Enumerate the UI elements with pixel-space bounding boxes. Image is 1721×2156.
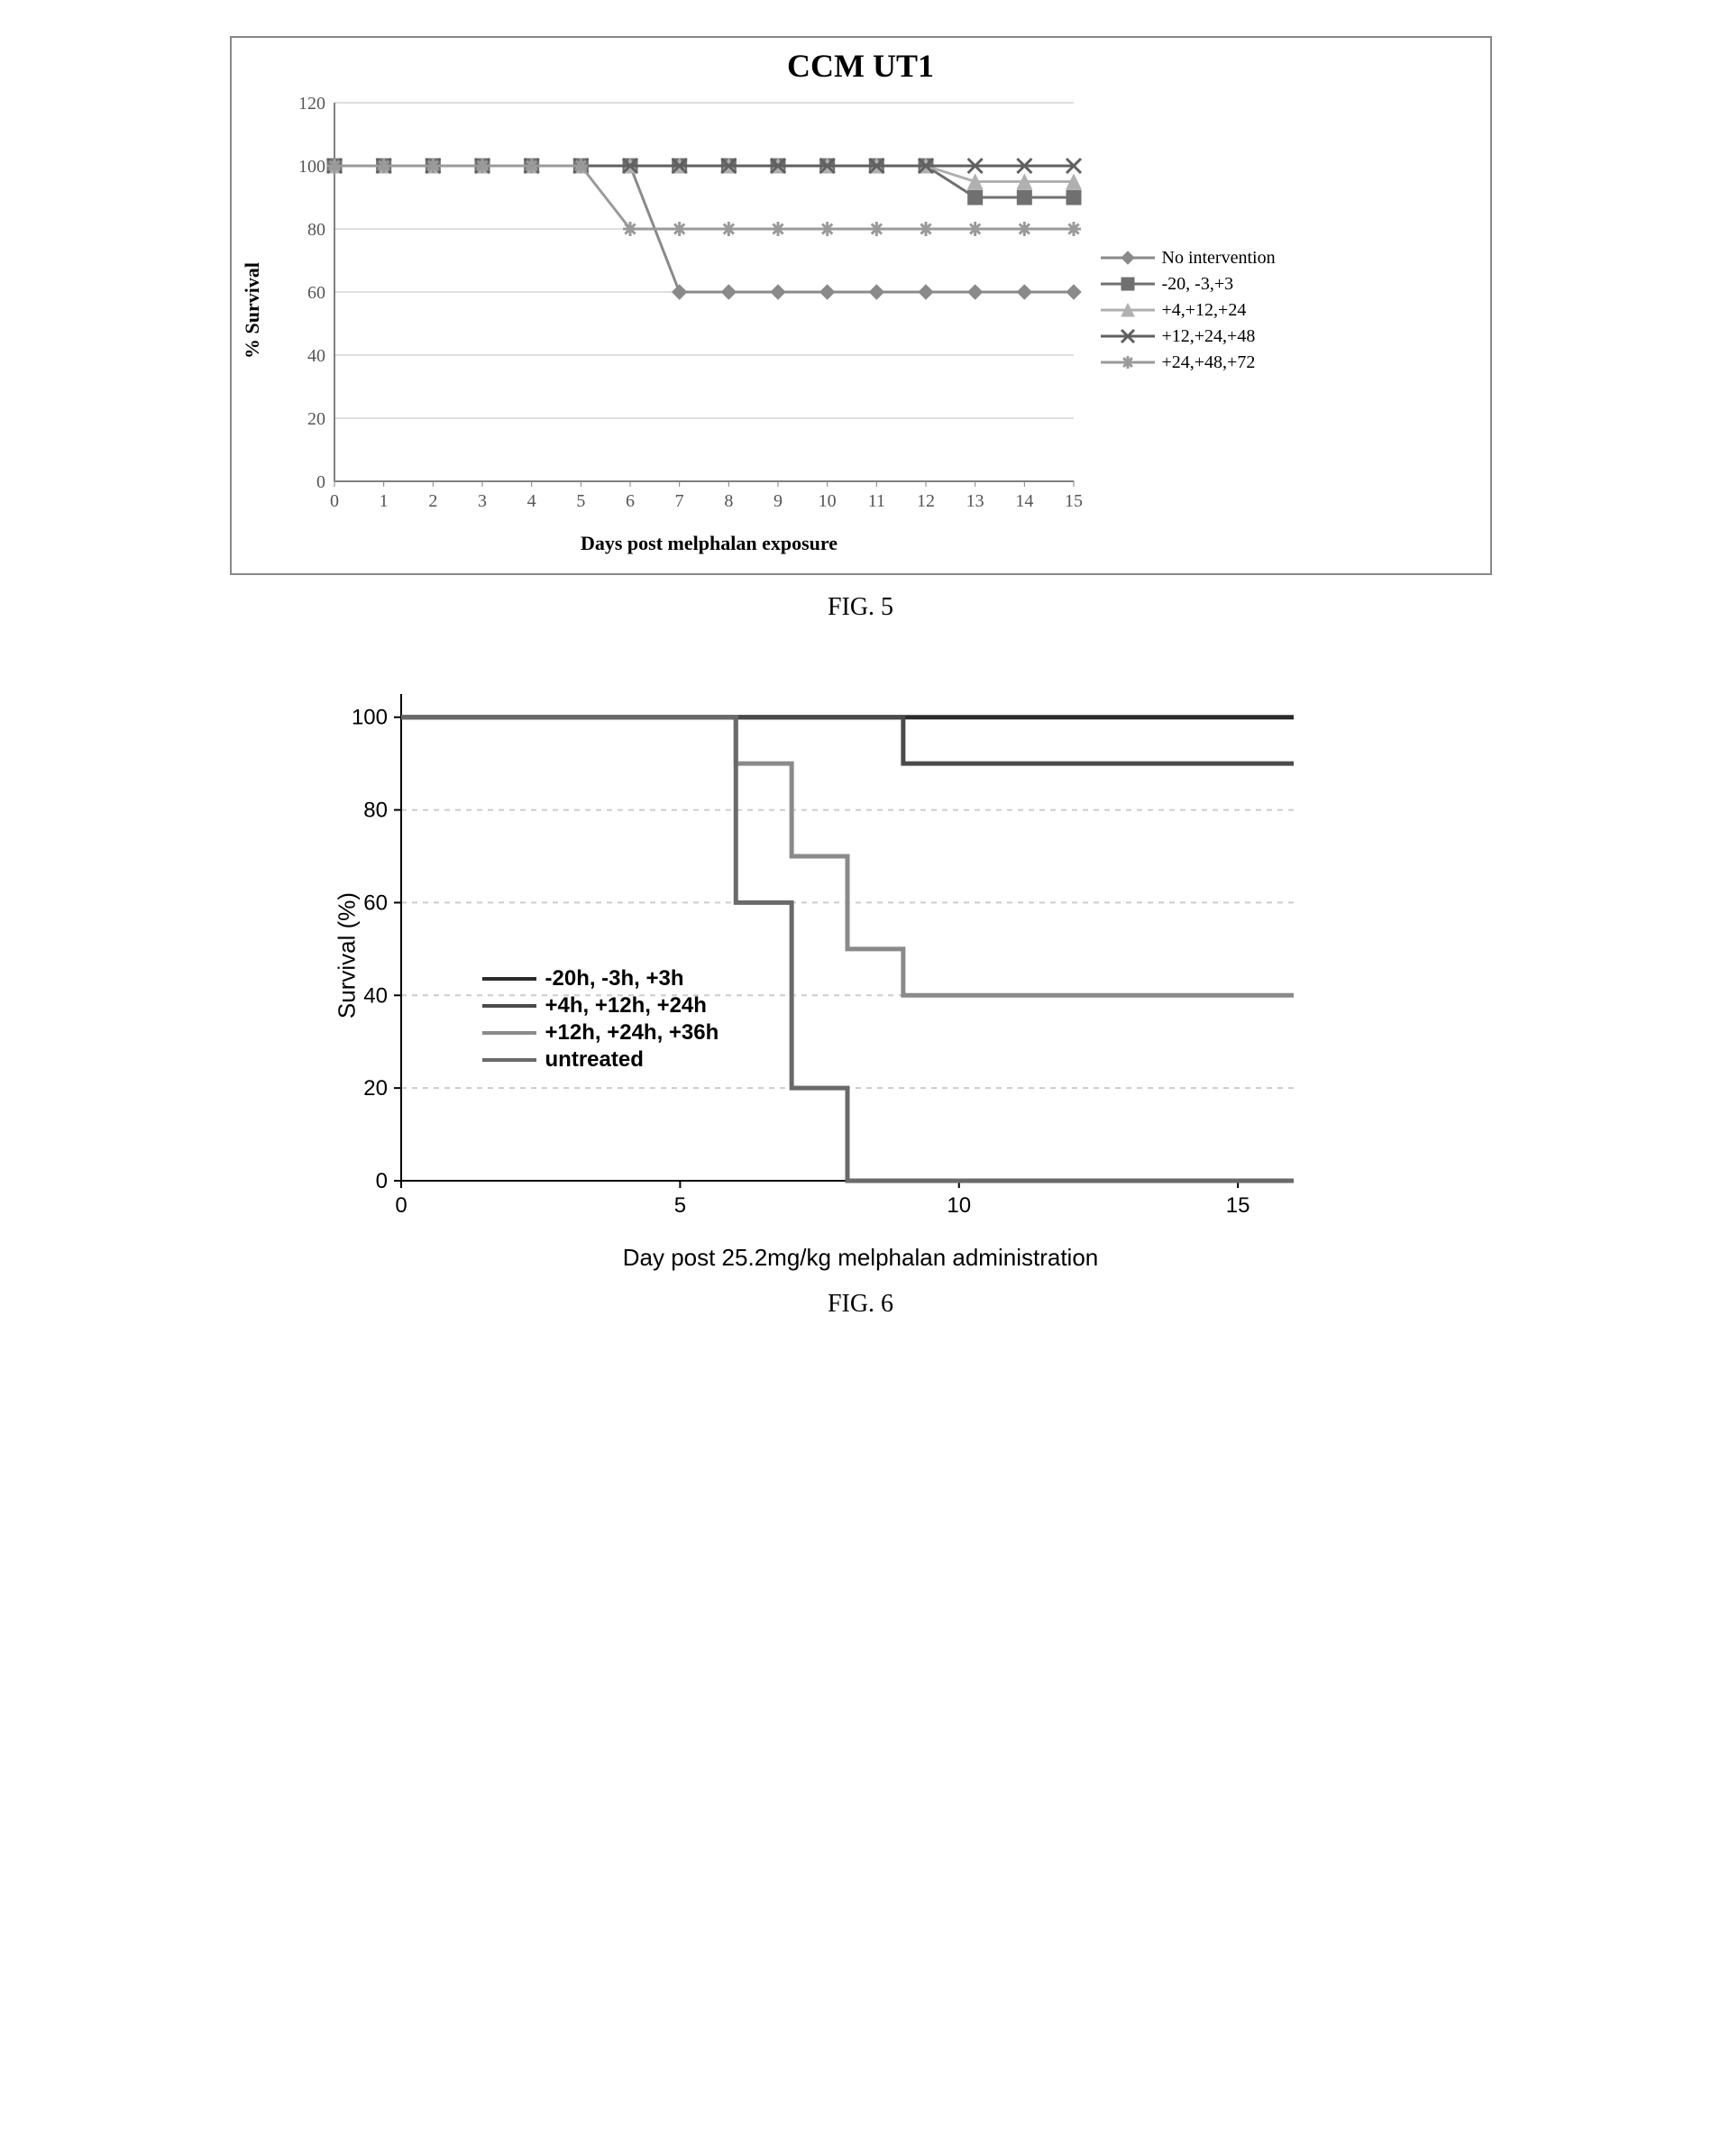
svg-text:100: 100: [351, 706, 387, 730]
svg-text:20: 20: [307, 409, 325, 429]
svg-text:9: 9: [774, 491, 783, 511]
legend-swatch: [1101, 353, 1155, 371]
svg-text:15: 15: [1225, 1193, 1250, 1218]
svg-text:10: 10: [818, 491, 836, 511]
svg-text:6: 6: [626, 491, 635, 511]
legend-label: +4h, +12h, +24h: [545, 993, 707, 1019]
fig5-plot: 0204060801001200123456789101112131415: [271, 94, 1083, 526]
fig5-xlabel: Days post melphalan exposure: [340, 532, 1079, 555]
svg-text:20: 20: [363, 1076, 388, 1101]
figure-5: CCM UT1 % Survival 020406080100120012345…: [230, 36, 1492, 622]
legend-line: [482, 1004, 536, 1008]
svg-text:40: 40: [363, 983, 388, 1008]
svg-text:10: 10: [947, 1193, 971, 1218]
fig5-title: CCM UT1: [241, 47, 1481, 85]
svg-text:8: 8: [724, 491, 733, 511]
fig5-chart-box: CCM UT1 % Survival 020406080100120012345…: [230, 36, 1492, 575]
svg-text:14: 14: [1015, 491, 1033, 511]
svg-text:3: 3: [478, 491, 487, 511]
legend-label: -20h, -3h, +3h: [545, 966, 684, 991]
fig6-legend: -20h, -3h, +3h+4h, +12h, +24h+12h, +24h,…: [482, 964, 719, 1074]
svg-text:60: 60: [363, 891, 388, 915]
legend-label: +24,+48,+72: [1162, 352, 1256, 373]
svg-text:100: 100: [298, 157, 325, 177]
legend-label: untreated: [545, 1047, 644, 1073]
fig6-plot: 0 20 40 60 80 100 0 5 10 15: [320, 676, 1312, 1235]
fig5-legend-item: +4,+12,+24: [1101, 300, 1276, 321]
fig6-legend-item: +12h, +24h, +36h: [482, 1020, 719, 1046]
svg-text:12: 12: [917, 491, 935, 511]
svg-text:4: 4: [526, 491, 536, 511]
fig5-legend: No intervention -20, -3,+3 +4,+12,+24 +12,+…: [1101, 242, 1276, 379]
legend-swatch: [1101, 249, 1155, 267]
legend-swatch: [1101, 301, 1155, 319]
legend-swatch: [1101, 327, 1155, 345]
fig5-legend-item: -20, -3,+3: [1101, 274, 1276, 295]
svg-text:15: 15: [1065, 491, 1083, 511]
legend-line: [482, 1058, 536, 1062]
svg-text:13: 13: [966, 491, 984, 511]
fig5-legend-item: +24,+48,+72: [1101, 352, 1276, 373]
legend-label: +12,+24,+48: [1162, 326, 1256, 347]
svg-text:40: 40: [307, 346, 325, 366]
legend-label: -20, -3,+3: [1162, 274, 1234, 295]
fig5-caption: FIG. 5: [230, 593, 1492, 622]
svg-text:0: 0: [330, 491, 339, 511]
svg-text:1: 1: [379, 491, 388, 511]
fig6-plot-wrap: Survival (%) 0 20 40 60 80 100 0 5 10 15 -20h, -3…: [320, 676, 1402, 1235]
svg-text:80: 80: [307, 220, 325, 240]
fig6-caption: FIG. 6: [275, 1290, 1447, 1319]
fig6-ylabel: Survival (%): [333, 892, 361, 1019]
svg-text:7: 7: [674, 491, 683, 511]
svg-text:0: 0: [316, 472, 325, 492]
svg-text:11: 11: [867, 491, 884, 511]
fig6-xlabel: Day post 25.2mg/kg melphalan administrat…: [275, 1244, 1447, 1272]
legend-label: No intervention: [1162, 248, 1276, 269]
legend-label: +12h, +24h, +36h: [545, 1020, 719, 1046]
legend-label: +4,+12,+24: [1162, 300, 1247, 321]
legend-line: [482, 977, 536, 981]
svg-text:120: 120: [298, 94, 325, 114]
fig5-plot-wrap: % Survival 02040608010012001234567891011…: [241, 94, 1481, 526]
svg-text:5: 5: [576, 491, 585, 511]
fig5-ylabel: % Survival: [241, 262, 264, 359]
svg-text:80: 80: [363, 799, 388, 823]
legend-swatch: [1101, 275, 1155, 293]
fig5-legend-item: No intervention: [1101, 248, 1276, 269]
fig6-legend-item: untreated: [482, 1047, 719, 1073]
svg-text:0: 0: [375, 1169, 387, 1193]
svg-text:0: 0: [395, 1193, 407, 1218]
fig6-legend-item: -20h, -3h, +3h: [482, 966, 719, 991]
svg-text:5: 5: [673, 1193, 685, 1218]
svg-text:60: 60: [307, 283, 325, 303]
figure-6: Survival (%) 0 20 40 60 80 100 0 5 10 15 -20h, -3…: [275, 676, 1447, 1319]
svg-text:2: 2: [428, 491, 437, 511]
legend-line: [482, 1031, 536, 1035]
fig6-legend-item: +4h, +12h, +24h: [482, 993, 719, 1019]
fig5-legend-item: +12,+24,+48: [1101, 326, 1276, 347]
